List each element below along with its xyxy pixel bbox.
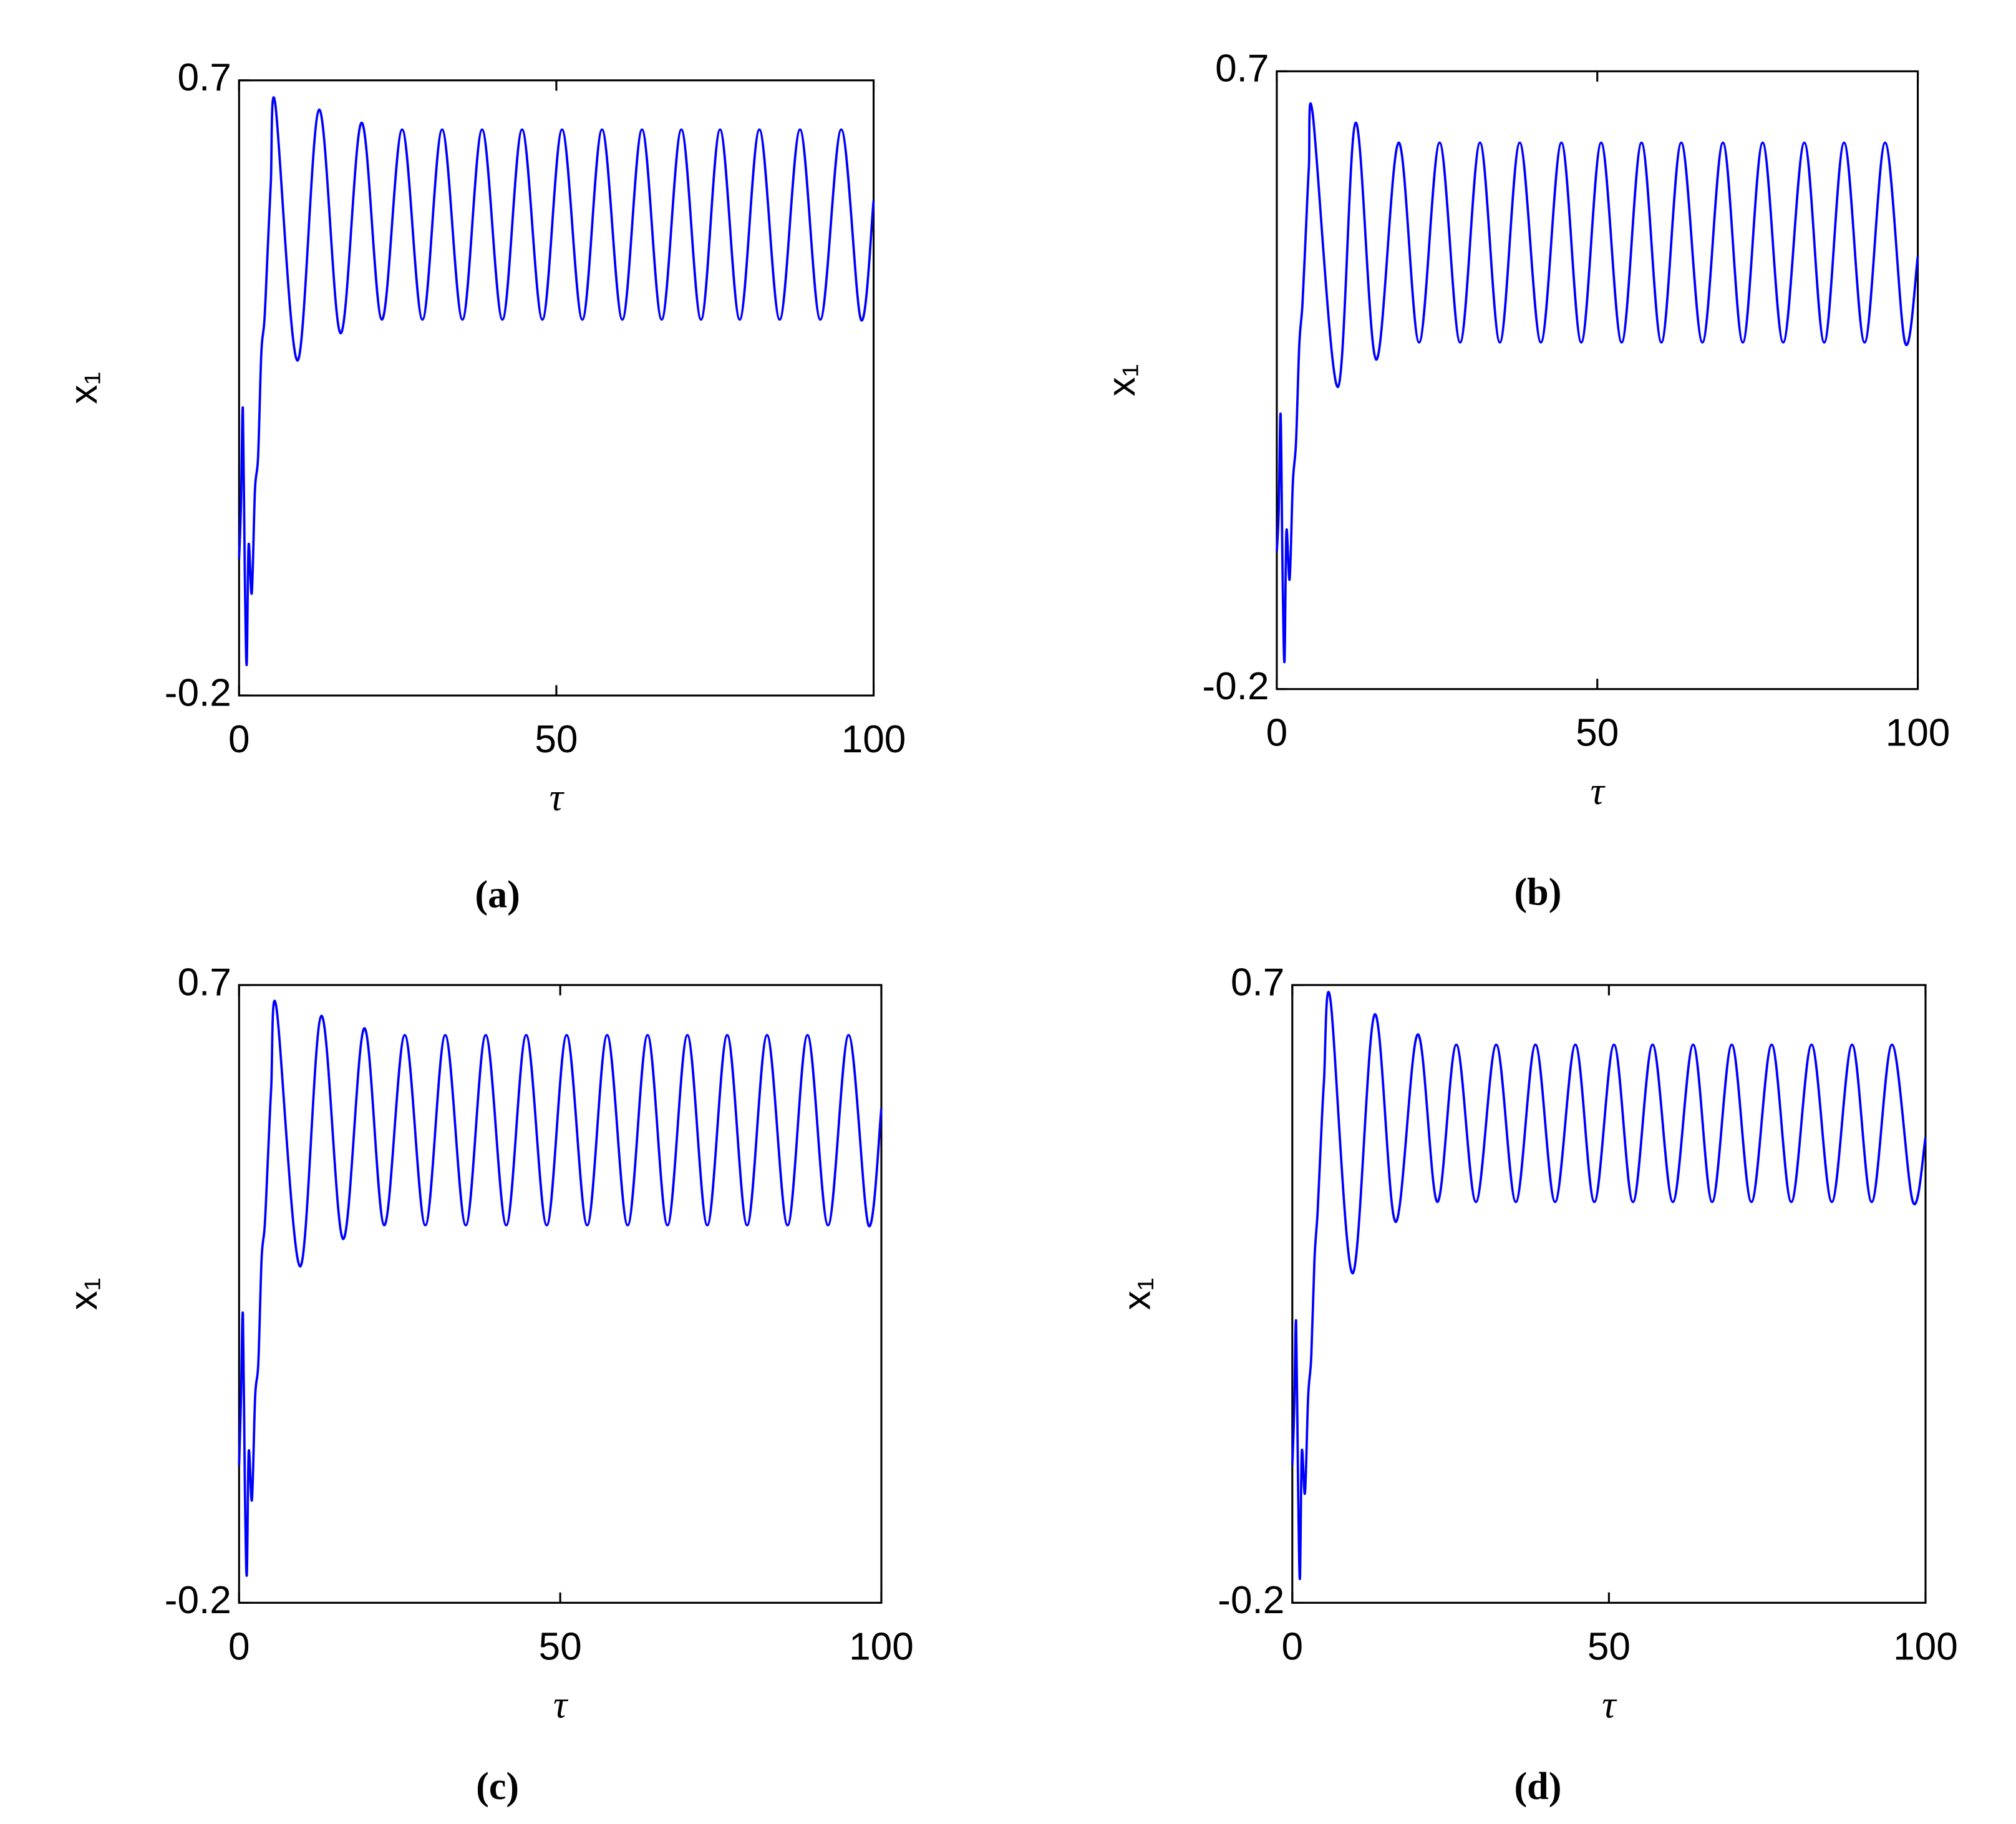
x-tick-label: 100 xyxy=(1893,1625,1958,1668)
y-tick-label: 0.7 xyxy=(177,56,231,99)
x-tick-label: 0 xyxy=(1266,712,1288,755)
x-tick-label: 50 xyxy=(1587,1625,1631,1668)
x-axis-label: τ xyxy=(1602,1684,1617,1727)
y-axis-label: x₁ xyxy=(62,1278,105,1310)
x-axis-label: τ xyxy=(553,1684,569,1727)
x-axis-label: τ xyxy=(1591,770,1606,813)
panel-label: (a) xyxy=(475,874,520,916)
data-line xyxy=(1276,102,1919,664)
x-tick-label: 0 xyxy=(228,1625,250,1668)
y-tick-label: -0.2 xyxy=(165,671,231,714)
x-tick-label: 100 xyxy=(849,1625,914,1668)
y-tick-label: 0.7 xyxy=(1231,961,1284,1004)
panel-label: (d) xyxy=(1514,1765,1561,1808)
y-axis-label: x₁ xyxy=(1100,364,1143,396)
y-axis-label: x₁ xyxy=(62,372,105,404)
y-tick-label: 0.7 xyxy=(1215,47,1269,90)
x-axis-label: τ xyxy=(550,777,565,819)
x-tick-label: 0 xyxy=(228,718,250,761)
data-line xyxy=(238,96,875,666)
y-tick-label: -0.2 xyxy=(165,1579,231,1622)
panel-label: (b) xyxy=(1514,871,1561,913)
y-tick-label: 0.7 xyxy=(177,961,231,1004)
x-tick-label: 50 xyxy=(539,1625,582,1668)
panel-label: (c) xyxy=(476,1765,519,1808)
x-tick-label: 50 xyxy=(535,718,578,761)
y-axis-label: x₁ xyxy=(1116,1278,1159,1310)
x-tick-label: 100 xyxy=(1886,712,1951,755)
x-tick-label: 0 xyxy=(1282,1625,1304,1668)
x-tick-label: 100 xyxy=(841,718,906,761)
y-tick-label: -0.2 xyxy=(1218,1579,1284,1622)
data-line xyxy=(238,999,883,1577)
y-tick-label: -0.2 xyxy=(1202,665,1269,708)
x-tick-label: 50 xyxy=(1576,712,1619,755)
data-line xyxy=(1291,991,1927,1580)
